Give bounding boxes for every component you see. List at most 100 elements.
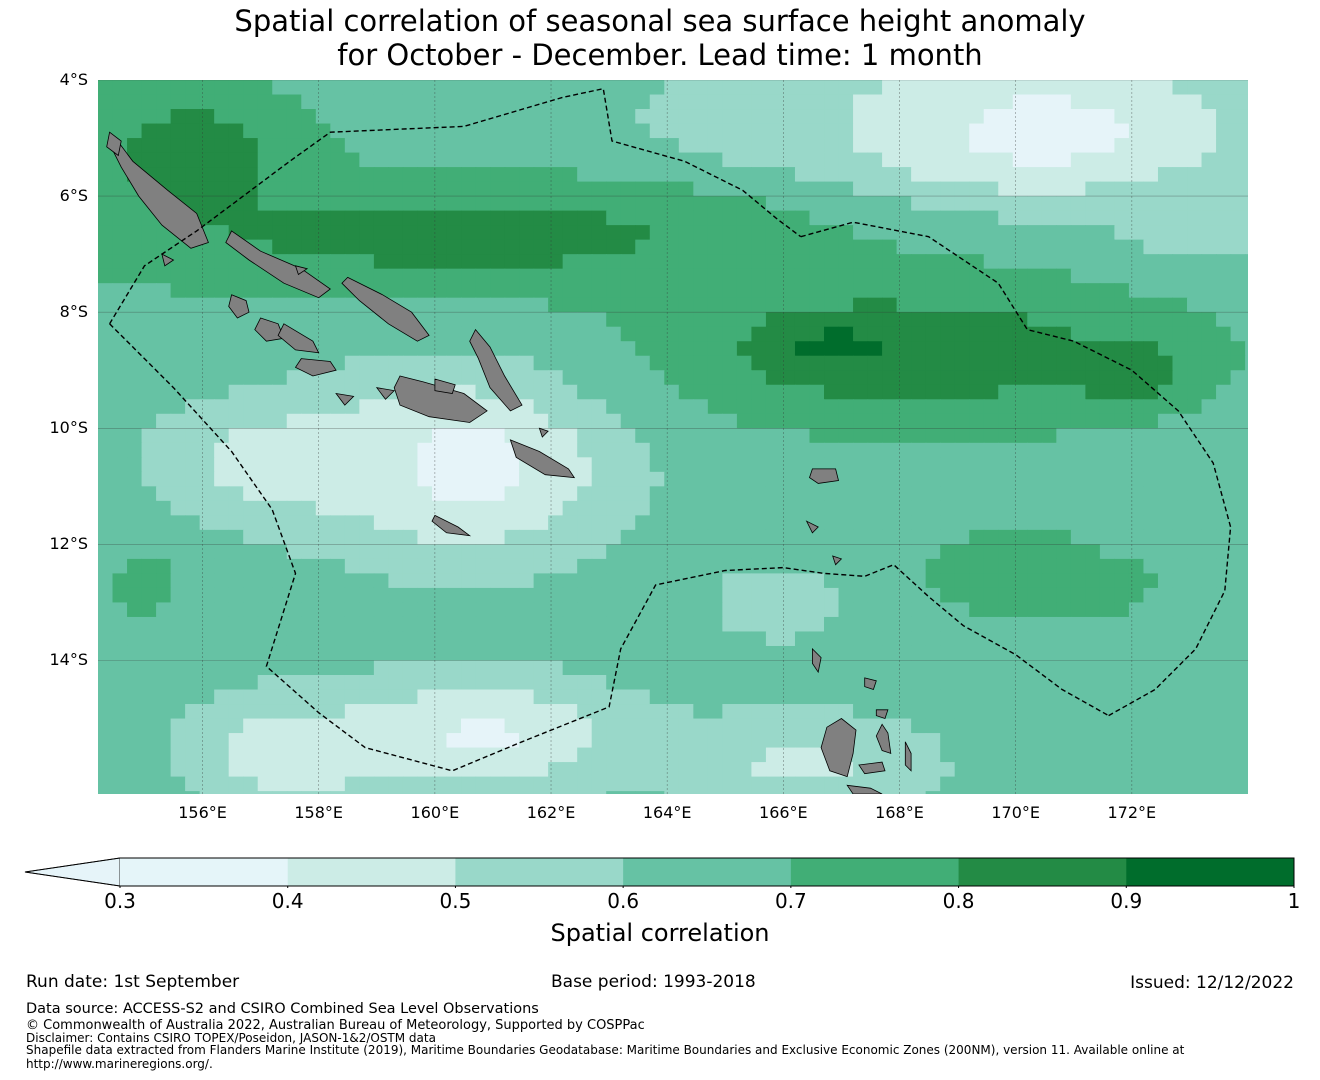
correlation-cell bbox=[98, 384, 114, 400]
correlation-cell bbox=[882, 791, 898, 794]
correlation-cell bbox=[127, 660, 143, 676]
correlation-cell bbox=[257, 587, 273, 604]
correlation-cell bbox=[562, 573, 578, 589]
correlation-cell bbox=[388, 196, 404, 212]
correlation-cell bbox=[577, 718, 593, 734]
correlation-cell bbox=[127, 689, 143, 705]
correlation-cell bbox=[417, 167, 433, 183]
correlation-cell bbox=[156, 631, 172, 647]
correlation-cell bbox=[983, 94, 999, 110]
correlation-cell bbox=[896, 341, 912, 357]
correlation-cell bbox=[504, 791, 520, 794]
correlation-cell bbox=[185, 573, 201, 589]
correlation-cell bbox=[1099, 326, 1116, 342]
correlation-cell bbox=[533, 631, 549, 647]
correlation-cell bbox=[780, 645, 796, 662]
correlation-cell bbox=[141, 762, 157, 778]
correlation-cell bbox=[1056, 138, 1072, 154]
shapefile-url: http://www.marineregions.org/. bbox=[26, 1057, 213, 1071]
correlation-cell bbox=[431, 167, 448, 183]
correlation-cell bbox=[983, 196, 999, 212]
correlation-cell bbox=[1201, 210, 1217, 226]
correlation-cell bbox=[127, 457, 143, 473]
correlation-cell bbox=[156, 718, 172, 734]
correlation-cell bbox=[722, 747, 738, 763]
correlation-cell bbox=[373, 558, 389, 575]
correlation-cell bbox=[1070, 94, 1086, 110]
correlation-cell bbox=[402, 747, 419, 763]
correlation-cell bbox=[243, 138, 259, 154]
correlation-cell bbox=[1012, 297, 1028, 313]
correlation-cell bbox=[1041, 704, 1057, 720]
correlation-cell bbox=[577, 384, 593, 400]
correlation-cell bbox=[286, 776, 302, 792]
correlation-cell bbox=[519, 733, 535, 749]
correlation-cell bbox=[417, 529, 433, 545]
correlation-cell bbox=[257, 225, 273, 241]
correlation-cell bbox=[373, 616, 389, 633]
correlation-cell bbox=[199, 109, 215, 125]
correlation-cell bbox=[1099, 529, 1116, 545]
correlation-cell bbox=[1056, 558, 1072, 575]
correlation-cell bbox=[1114, 645, 1130, 662]
correlation-cell bbox=[388, 791, 404, 794]
correlation-cell bbox=[809, 442, 825, 458]
correlation-cell bbox=[591, 631, 607, 647]
correlation-cell bbox=[736, 544, 753, 560]
issued-date: Issued: 12/12/2022 bbox=[1130, 973, 1294, 993]
correlation-cell bbox=[591, 254, 607, 270]
correlation-cell bbox=[446, 486, 462, 502]
correlation-cell bbox=[1056, 152, 1072, 168]
correlation-cell bbox=[591, 791, 607, 794]
correlation-cell bbox=[519, 268, 535, 284]
correlation-cell bbox=[969, 181, 985, 197]
correlation-cell bbox=[431, 704, 448, 720]
correlation-cell bbox=[1085, 80, 1101, 96]
correlation-cell bbox=[780, 297, 796, 313]
correlation-cell bbox=[722, 689, 738, 705]
correlation-cell bbox=[925, 210, 941, 226]
correlation-cell bbox=[228, 704, 244, 720]
correlation-cell bbox=[504, 181, 520, 197]
correlation-cell bbox=[1172, 645, 1188, 662]
correlation-cell bbox=[925, 341, 941, 357]
correlation-cell bbox=[490, 254, 506, 270]
correlation-cell bbox=[882, 138, 898, 154]
correlation-cell bbox=[156, 602, 172, 618]
correlation-cell bbox=[751, 413, 767, 429]
correlation-cell bbox=[417, 675, 433, 691]
correlation-cell bbox=[1201, 442, 1217, 458]
correlation-cell bbox=[562, 733, 578, 749]
correlation-cell bbox=[838, 660, 854, 676]
correlation-cell bbox=[591, 399, 607, 415]
correlation-cell bbox=[446, 704, 462, 720]
correlation-cell bbox=[344, 573, 360, 589]
correlation-cell bbox=[533, 123, 549, 139]
correlation-cell bbox=[678, 355, 694, 371]
correlation-cell bbox=[562, 413, 578, 429]
correlation-cell bbox=[286, 689, 302, 705]
correlation-cell bbox=[446, 341, 462, 357]
correlation-cell bbox=[1041, 399, 1057, 415]
correlation-cell bbox=[1143, 254, 1159, 270]
correlation-cell bbox=[998, 225, 1014, 241]
correlation-cell bbox=[736, 486, 753, 502]
correlation-cell bbox=[1187, 544, 1203, 560]
correlation-cell bbox=[330, 341, 346, 357]
correlation-cell bbox=[606, 355, 622, 371]
correlation-cell bbox=[417, 602, 433, 618]
correlation-cell bbox=[998, 355, 1014, 371]
correlation-cell bbox=[678, 747, 694, 763]
correlation-cell bbox=[330, 94, 346, 110]
correlation-cell bbox=[112, 573, 128, 589]
correlation-cell bbox=[1216, 123, 1232, 139]
correlation-cell bbox=[446, 152, 462, 168]
correlation-cell bbox=[141, 645, 157, 662]
correlation-cell bbox=[286, 704, 302, 720]
correlation-cell bbox=[272, 152, 288, 168]
correlation-cell bbox=[765, 442, 782, 458]
correlation-cell bbox=[751, 152, 767, 168]
correlation-cell bbox=[1216, 573, 1232, 589]
correlation-cell bbox=[606, 399, 622, 415]
correlation-cell bbox=[548, 486, 564, 502]
